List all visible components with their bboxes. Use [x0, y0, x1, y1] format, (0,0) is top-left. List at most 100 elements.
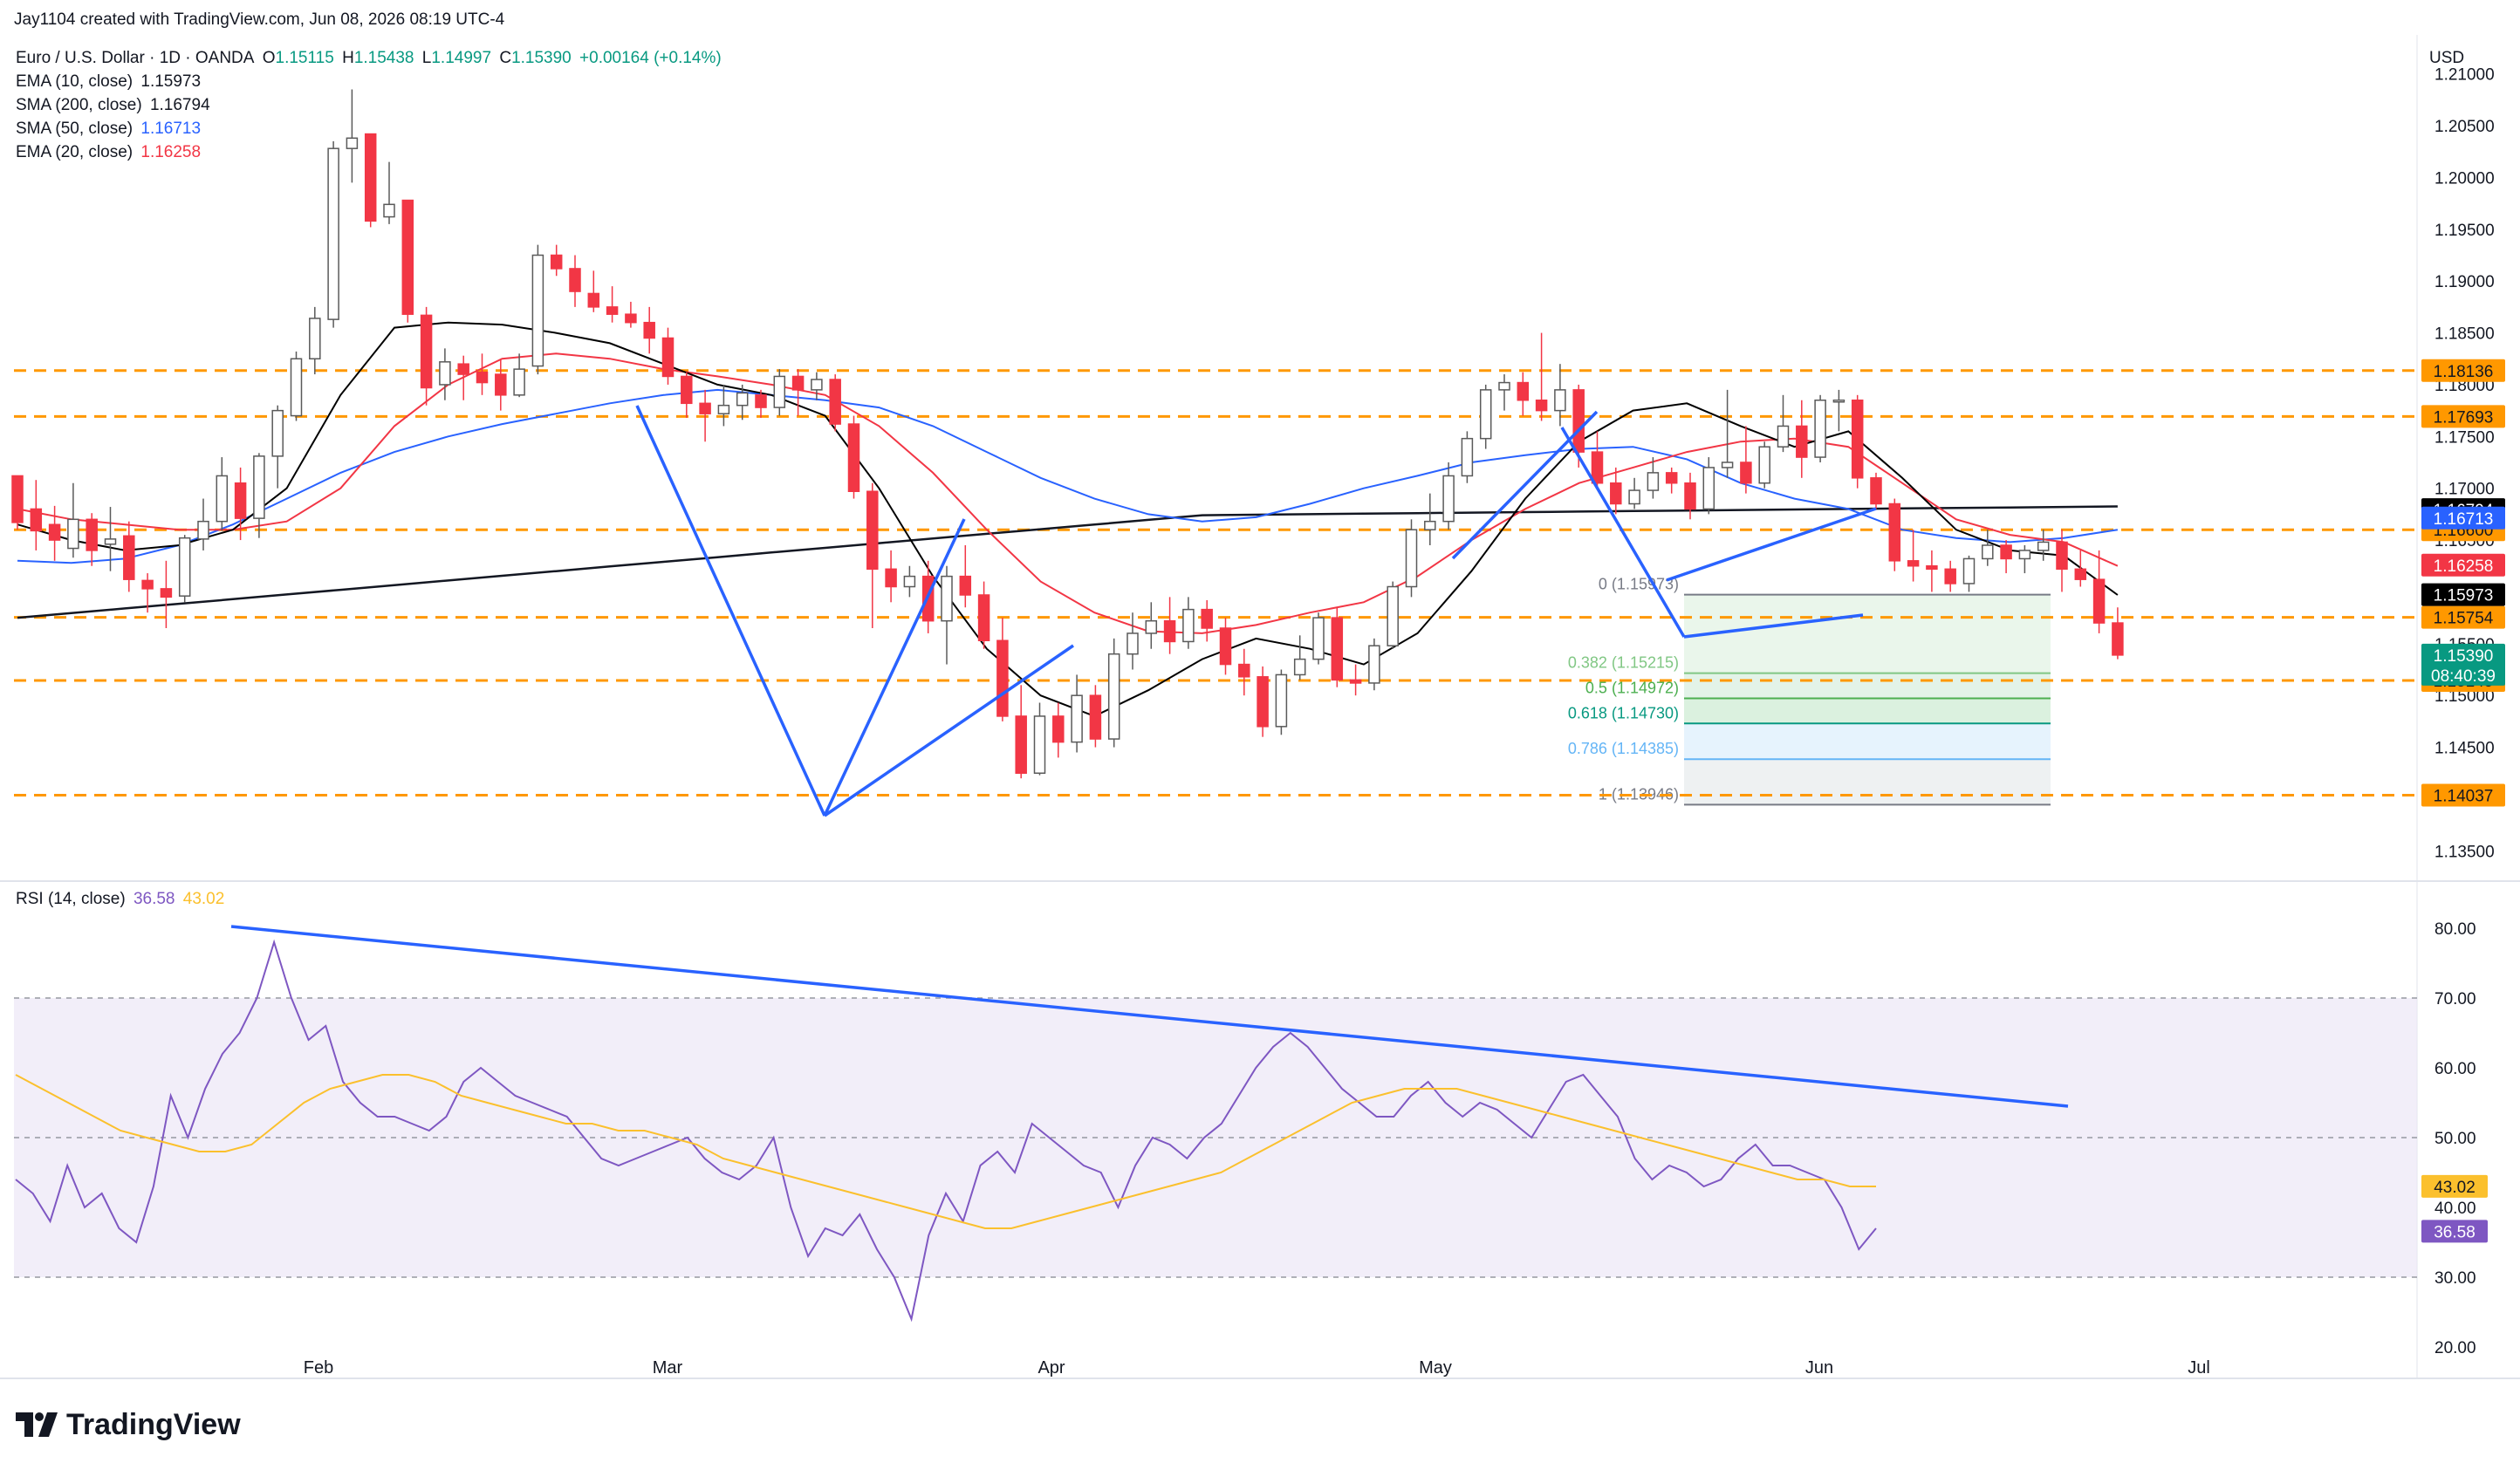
- price-tick-label: 1.19500: [2434, 222, 2495, 240]
- rsi-ma-line: [15, 1074, 1876, 1229]
- time-tick-label: Mar: [653, 1358, 683, 1378]
- candle-body: [1498, 381, 1510, 391]
- candle: [197, 498, 209, 550]
- rsi-legend[interactable]: RSI (14, close) 36.58 43.02: [16, 890, 228, 909]
- candle: [1163, 597, 1176, 654]
- indicator-ema10[interactable]: EMA (10, close) 1.15973: [16, 72, 204, 92]
- axis-value-badge-text: 1.15973: [2434, 587, 2494, 605]
- price-tick-label: 1.18500: [2434, 325, 2495, 344]
- candle-body: [1628, 489, 1640, 505]
- ema10-line: [17, 321, 2119, 717]
- candle-body: [996, 639, 1009, 717]
- rsi-tick-label: 20.00: [2434, 1339, 2476, 1357]
- candle: [885, 550, 897, 603]
- candle-body: [1089, 694, 1102, 740]
- candle: [791, 369, 805, 416]
- axis-value-badge: [2421, 553, 2505, 577]
- indicator-label: SMA (50, close): [16, 120, 134, 138]
- change-value: +0.00164 (+0.14%): [579, 49, 722, 67]
- rsi-badge: [2421, 1220, 2488, 1243]
- candle-body: [1312, 617, 1325, 660]
- fib-zone: [1684, 698, 2051, 724]
- candle: [941, 565, 953, 665]
- candle: [1498, 374, 1510, 411]
- candle: [234, 467, 247, 541]
- candle: [661, 327, 675, 385]
- sma200-line: [17, 505, 2118, 619]
- candle: [346, 89, 359, 183]
- candle: [2000, 540, 2012, 574]
- price-tick-label: 1.20500: [2434, 118, 2495, 136]
- candle-body: [253, 455, 265, 519]
- candle: [681, 372, 693, 418]
- indicator-ema20[interactable]: EMA (20, close) 1.16258: [16, 143, 204, 162]
- candle: [699, 389, 711, 442]
- candle-body: [1126, 632, 1139, 655]
- indicator-label: EMA (10, close): [16, 72, 134, 91]
- chart-credit: Jay1104 created with TradingView.com, Ju…: [14, 10, 505, 29]
- candle: [123, 521, 135, 592]
- candle: [513, 353, 525, 398]
- candle-body: [197, 520, 209, 540]
- candle: [643, 306, 655, 354]
- tradingview-logo-icon: [16, 1412, 58, 1437]
- candle-body: [123, 535, 135, 580]
- candle: [1052, 702, 1065, 758]
- symbol-legend[interactable]: Euro / U.S. Dollar · 1D · OANDA O1.15115…: [16, 49, 725, 68]
- candle: [30, 480, 43, 550]
- candle-body: [1907, 560, 1920, 567]
- rsi-ma-badge-text: 43.02: [2434, 1179, 2475, 1197]
- fib-level-label: 0.5 (1.14972): [1585, 680, 1679, 697]
- candle-body: [271, 409, 284, 457]
- low-label: L: [421, 49, 432, 67]
- rsi-value: 36.58: [133, 890, 175, 908]
- candle: [253, 453, 265, 538]
- candle-body: [1851, 400, 1864, 479]
- candle-body: [717, 404, 730, 414]
- fib-zone: [1684, 759, 2051, 805]
- trendline: [635, 405, 826, 817]
- fib-level-label: 0 (1.15973): [1599, 576, 1679, 593]
- candle: [160, 560, 173, 628]
- candle-body: [383, 203, 395, 218]
- candle: [1758, 441, 1770, 489]
- candle: [1331, 607, 1344, 687]
- candle: [1238, 648, 1250, 696]
- candle-body: [309, 318, 321, 359]
- candle: [1870, 472, 1882, 509]
- candle: [1832, 389, 1845, 432]
- high-label: H: [342, 49, 354, 67]
- candle-body: [2092, 578, 2106, 624]
- indicator-sma50[interactable]: SMA (50, close) 1.16713: [16, 120, 204, 139]
- candle-body: [1201, 608, 1213, 629]
- candle-body: [1349, 679, 1362, 684]
- indicator-label: SMA (200, close): [16, 96, 142, 114]
- candle-body: [2056, 541, 2068, 571]
- candle: [1424, 493, 1436, 545]
- candle-body: [1665, 472, 1678, 484]
- price-level-badge: [2421, 783, 2505, 807]
- indicator-sma200[interactable]: SMA (200, close) 1.16794: [16, 96, 214, 115]
- candle: [1145, 602, 1158, 649]
- candle: [1349, 664, 1362, 696]
- candle-body: [1479, 389, 1492, 440]
- candle-body: [141, 579, 154, 590]
- candle-body: [773, 375, 786, 408]
- sma50-line: [17, 388, 2119, 564]
- currency-label[interactable]: USD: [2429, 49, 2465, 67]
- candle-body: [1572, 389, 1585, 453]
- candle: [1684, 472, 1696, 520]
- candle-body: [290, 358, 303, 417]
- candle: [1479, 384, 1492, 449]
- candle: [606, 286, 619, 323]
- candle: [2092, 550, 2106, 633]
- candle: [1033, 702, 1046, 776]
- candle-body: [1182, 608, 1195, 643]
- candle-body: [847, 423, 860, 492]
- fib-zone: [1684, 594, 2051, 673]
- candle: [48, 505, 61, 561]
- brand-name: TradingView: [66, 1408, 241, 1441]
- candle: [1851, 394, 1864, 489]
- candle: [2074, 550, 2087, 587]
